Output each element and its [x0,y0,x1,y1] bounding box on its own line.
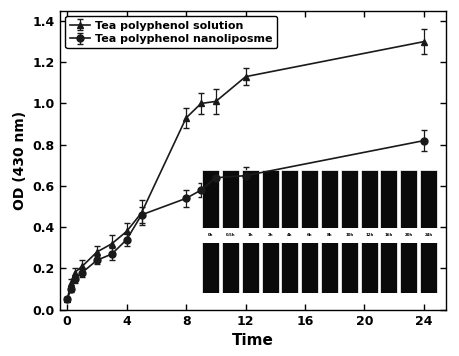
Y-axis label: OD (430 nm): OD (430 nm) [13,111,27,210]
Legend: Tea polyphenol solution, Tea polyphenol nanoliposme: Tea polyphenol solution, Tea polyphenol … [65,16,277,48]
X-axis label: Time: Time [231,333,274,348]
